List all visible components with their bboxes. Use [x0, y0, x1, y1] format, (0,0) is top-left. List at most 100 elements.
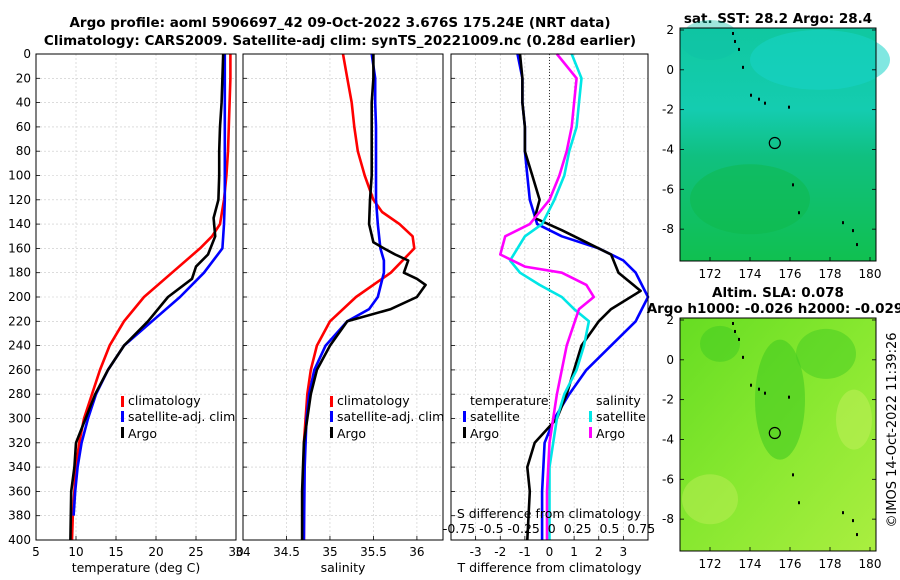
x-tick-label: -2: [494, 545, 506, 559]
map-y-tick-label: -6: [662, 182, 674, 196]
island-mark: [856, 533, 858, 537]
series-line-satellite-adj-clim: [72, 54, 227, 516]
depth-tick-label: 320: [8, 436, 31, 450]
map-field-patch: [796, 328, 856, 379]
x-tick-label: -3: [470, 545, 482, 559]
plot-frame: [35, 53, 237, 541]
map-y-tick-label: -2: [662, 393, 674, 407]
legend-swatch-argo: [121, 427, 124, 438]
legend-swatch-satellite: [330, 411, 333, 422]
legend-label-s-argo: Argo: [596, 426, 625, 441]
map-x-tick-label: 176: [779, 557, 802, 571]
s-difference-label: S difference from climatology: [457, 506, 642, 521]
x-tick-label: -1: [519, 545, 531, 559]
map-y-tick-label: -8: [662, 222, 674, 236]
depth-tick-label: 280: [8, 387, 31, 401]
legend-label-climatology: climatology: [337, 393, 410, 408]
depth-tick-label: 100: [8, 169, 31, 183]
island-mark: [764, 101, 766, 105]
figure-title-line1: Argo profile: aoml 5906697_42 09-Oct-202…: [69, 15, 610, 31]
map-x-tick-label: 178: [819, 267, 842, 281]
legend-label-climatology: climatology: [128, 393, 201, 408]
island-mark: [734, 329, 736, 333]
map-y-tick-label: -2: [662, 103, 674, 117]
map-x-tick-label: 172: [699, 267, 722, 281]
island-mark: [842, 511, 844, 515]
depth-tick-label: 120: [8, 193, 31, 207]
island-mark: [852, 519, 854, 523]
series-line-satellite-adj-clim: [302, 53, 386, 541]
legend-label-s-satellite: satellite: [596, 409, 646, 424]
map-field-patch: [682, 474, 738, 525]
depth-tick-label: 140: [8, 217, 31, 231]
x-tick-label: 1: [570, 545, 578, 559]
x-tick-label: 15: [108, 545, 123, 559]
x-tick-label: 35.5: [360, 545, 387, 559]
series-line-salinity-argo: [498, 53, 596, 540]
map-x-tick-label: 174: [739, 267, 762, 281]
difference-panel: -3 -2 -1 0 1 2 3T difference from climatology: [450, 53, 650, 575]
map-field-patch: [690, 164, 810, 235]
legend-swatch-s-argo: [589, 427, 592, 438]
s-difference-ticks: -0.75 -0.5 -0.25 0 0.25 0.5 0.75: [443, 521, 655, 536]
map-y-tick-label: -4: [662, 432, 674, 446]
salinity-panel: 34 34.5 35 35.5 36 salinity: [235, 53, 444, 575]
series-line-temperature-argo: [518, 53, 642, 541]
x-tick-label: 0: [546, 545, 554, 559]
map-field-patch: [750, 29, 890, 90]
depth-tick-label: 220: [8, 314, 31, 328]
depth-tick-label: 400: [8, 533, 31, 547]
sla-map-title: Altim. SLA: 0.078: [712, 285, 844, 301]
depth-tick-label: 80: [16, 144, 31, 158]
map-x-tick-label: 178: [819, 557, 842, 571]
island-mark: [764, 391, 766, 395]
island-mark: [732, 31, 734, 35]
plot-frame: [450, 53, 649, 541]
legend-swatch-s-satellite: [589, 411, 592, 422]
depth-tick-label: 200: [8, 290, 31, 304]
x-tick-label: 3: [620, 545, 628, 559]
map-y-tick-label: 2: [666, 313, 674, 327]
depth-tick-label: 260: [8, 363, 31, 377]
legend-heading-salinity: salinity: [596, 393, 641, 408]
x-tick-label: 36: [409, 545, 424, 559]
map-y-tick-label: -4: [662, 142, 674, 156]
island-mark: [742, 355, 744, 359]
depth-tick-label: 60: [16, 120, 31, 134]
depth-tick-label: 240: [8, 339, 31, 353]
island-mark: [738, 337, 740, 341]
map-frame: [679, 27, 877, 262]
depth-tick-label: 180: [8, 266, 31, 280]
legend-label-t-satellite: satellite: [470, 409, 520, 424]
depth-tick-label: 360: [8, 484, 31, 498]
map-field-patch: [680, 19, 740, 60]
map-x-tick-label: 180: [859, 557, 882, 571]
map-x-tick-label: 180: [859, 267, 882, 281]
island-mark: [788, 105, 790, 109]
sst-map-title: sat. SST: 28.2 Argo: 28.4: [684, 11, 872, 27]
temperature-legend: climatology satellite-adj. clim Argo: [121, 393, 235, 441]
x-axis-label: T difference from climatology: [456, 560, 642, 575]
legend-label-satellite: satellite-adj. clim: [337, 409, 444, 424]
map-x-tick-label: 174: [739, 557, 762, 571]
series-line-argo: [300, 54, 427, 540]
island-mark: [842, 221, 844, 225]
island-mark: [792, 473, 794, 477]
depth-tick-label: 380: [8, 509, 31, 523]
island-mark: [792, 183, 794, 187]
depth-tick-label: 300: [8, 412, 31, 426]
island-mark: [798, 211, 800, 215]
difference-legend: temperature satellite Argo salinity sate…: [463, 393, 646, 441]
legend-swatch-argo: [330, 427, 333, 438]
island-mark: [734, 39, 736, 43]
depth-tick-label: 160: [8, 241, 31, 255]
legend-heading-temperature: temperature: [470, 393, 549, 408]
map-y-tick-label: -6: [662, 472, 674, 486]
legend-label-satellite: satellite-adj. clim: [128, 409, 235, 424]
island-mark: [732, 321, 734, 325]
island-mark: [758, 97, 760, 101]
map-field-patch: [755, 339, 805, 460]
depth-tick-label: 340: [8, 460, 31, 474]
map-y-tick-label: -8: [662, 512, 674, 526]
